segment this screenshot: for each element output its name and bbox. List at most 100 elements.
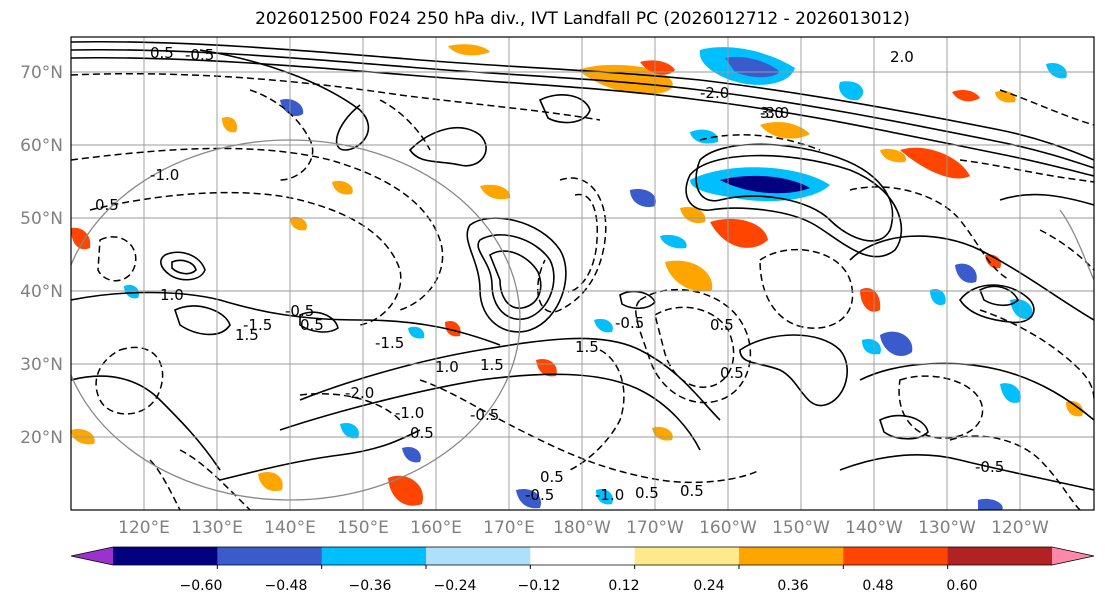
contour-line xyxy=(174,305,231,336)
div-patch xyxy=(448,44,490,56)
contour-line xyxy=(949,435,1081,510)
contour-label: 0.5 xyxy=(410,424,434,442)
lon-label: 170°W xyxy=(626,518,684,538)
div-patch xyxy=(536,358,557,377)
contour-label: -0.5 xyxy=(975,458,1004,476)
contour-label: 0.5 xyxy=(635,484,659,502)
contour-line xyxy=(879,414,929,440)
map-frame xyxy=(70,36,1095,511)
div-patch xyxy=(839,81,864,101)
lon-label: 140°E xyxy=(264,518,316,538)
colorbar-labels: −0.60 −0.48 −0.36 −0.24 −0.12 0.12 0.24 … xyxy=(180,578,978,594)
div-patch xyxy=(388,475,424,506)
colorbar-segment xyxy=(113,547,218,565)
contour-label: 2.0 xyxy=(890,48,914,66)
contour-line xyxy=(71,147,444,311)
colorbar-label: 0.60 xyxy=(946,578,977,594)
contour-label: -3.0 xyxy=(760,104,789,122)
div-patch xyxy=(630,188,656,208)
lat-label: 70°N xyxy=(20,63,63,83)
contour-label: 1.5 xyxy=(235,326,259,344)
contour-line xyxy=(759,248,854,329)
div-patch xyxy=(952,90,980,102)
contour-label: -0.5 xyxy=(285,302,314,320)
contour-line xyxy=(849,186,1011,281)
div-patch xyxy=(480,184,511,200)
solid-contours xyxy=(71,40,1094,491)
contour-line xyxy=(959,159,1094,183)
coastline-outline xyxy=(71,139,1094,501)
div-patch xyxy=(985,254,1001,269)
contour-line xyxy=(489,250,542,309)
contour-label: 0.5 xyxy=(720,364,744,382)
div-patch xyxy=(900,147,970,179)
contour-line xyxy=(89,191,402,326)
colorbar-label: 0.24 xyxy=(693,578,724,594)
contour-line xyxy=(71,72,601,121)
contour-line xyxy=(71,48,1094,169)
lon-label: 160°W xyxy=(699,518,757,538)
contour-line xyxy=(149,459,181,510)
contour-line xyxy=(538,94,591,124)
contour-line xyxy=(685,154,903,258)
contour-line xyxy=(537,177,607,313)
longitude-labels: 120°E 130°E 140°E 150°E 160°E 170°E 180°… xyxy=(118,518,1049,538)
contour-line xyxy=(171,259,197,275)
contour-line xyxy=(466,217,567,333)
colorbar-segment xyxy=(634,547,740,565)
div-patch xyxy=(860,288,881,312)
colorbar-outline xyxy=(70,546,1095,566)
colorbar: −0.60 −0.48 −0.36 −0.24 −0.12 0.12 0.24 … xyxy=(70,546,1095,594)
contour-label: -1.0 xyxy=(150,166,179,184)
div-patch xyxy=(258,471,283,492)
contour-label: -0.5 xyxy=(470,406,499,424)
contour-line xyxy=(699,134,821,151)
colorbar-segment xyxy=(739,547,844,565)
div-patch xyxy=(1066,400,1083,417)
div-patch xyxy=(596,488,613,505)
contour-line xyxy=(898,375,984,439)
div-patch xyxy=(445,320,461,337)
contour-line xyxy=(160,251,206,281)
colorbar-label: 0.12 xyxy=(608,578,639,594)
contour-line xyxy=(279,373,701,451)
colorbar-segment xyxy=(217,547,323,565)
contour-label: -2.0 xyxy=(700,84,729,102)
lat-label: 30°N xyxy=(20,355,63,375)
contour-line xyxy=(567,193,599,293)
div-patch xyxy=(408,326,425,339)
div-patch xyxy=(862,338,881,355)
contour-line xyxy=(97,236,137,282)
colorbar-extend-low xyxy=(71,547,113,565)
contour-label: -1.5 xyxy=(375,334,404,352)
contour-line xyxy=(299,311,339,333)
contour-line xyxy=(978,285,1019,307)
contour-label: 3.0 xyxy=(760,104,784,122)
contour-line xyxy=(408,127,487,167)
div-patch xyxy=(340,422,359,439)
lon-label: 160°E xyxy=(410,518,462,538)
div-patch xyxy=(660,234,687,249)
div-patch xyxy=(720,175,810,194)
lon-label: 130°W xyxy=(918,518,976,538)
map-title: 2026012500 F024 250 hPa div., IVT Landfa… xyxy=(255,9,910,29)
contour-line xyxy=(839,454,1094,491)
contour-label: -1.0 xyxy=(395,404,424,422)
lon-label: 150°E xyxy=(337,518,389,538)
contour-line xyxy=(477,234,555,321)
contour-label: -0.5 xyxy=(185,46,214,64)
contour-line xyxy=(71,375,221,471)
contour-line xyxy=(71,40,1094,161)
contour-line xyxy=(299,392,401,421)
contour-labels: -0.50.5-0.50.5-1.51.51.0-2.0-1.00.5-0.51… xyxy=(95,44,1004,504)
lat-label: 40°N xyxy=(20,282,63,302)
contour-label: -1.5 xyxy=(243,316,272,334)
contour-label: -1.0 xyxy=(595,486,624,504)
contour-label: 0.5 xyxy=(150,44,174,62)
graticule xyxy=(71,37,1094,510)
lat-label: 20°N xyxy=(20,428,63,448)
lat-label: 50°N xyxy=(20,209,63,229)
contour-line xyxy=(249,89,314,181)
divergence-shading xyxy=(71,44,1083,510)
